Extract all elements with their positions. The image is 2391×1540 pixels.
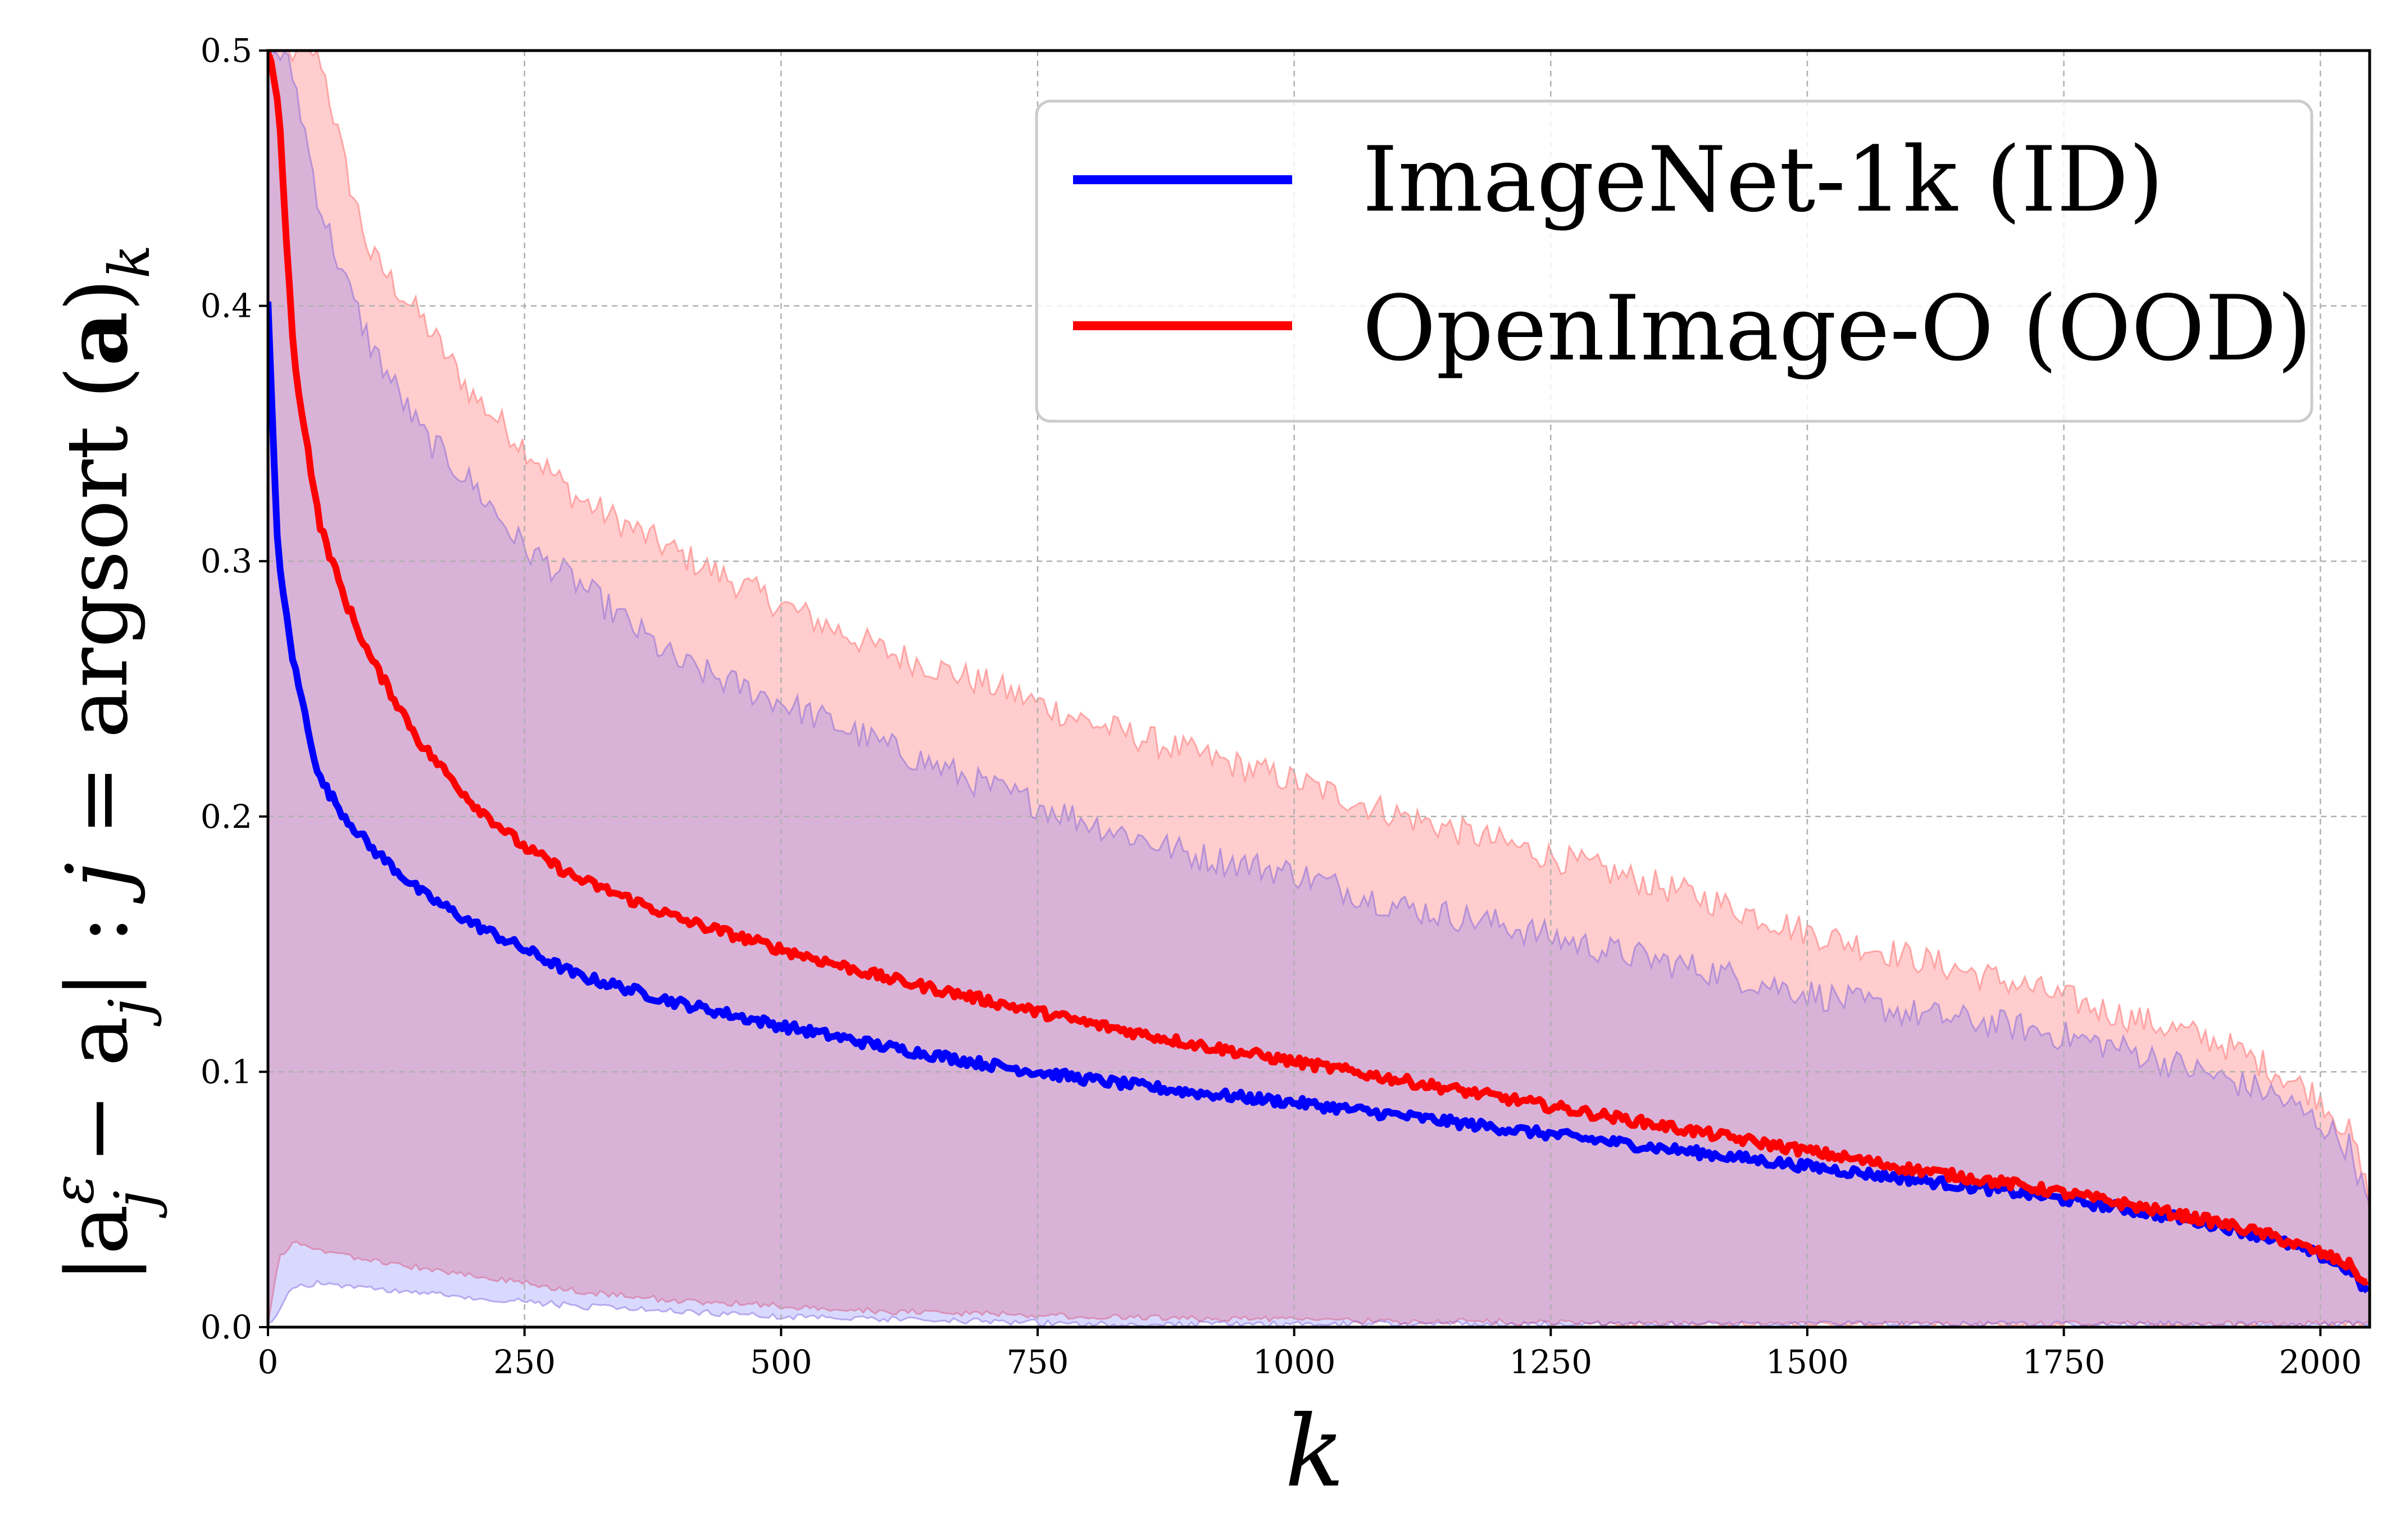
x-tick-label: 0 [258,1343,279,1381]
y-tick-label: 0.1 [201,1053,252,1091]
y-tick-label: 0.5 [201,31,252,70]
y-axis-label: |aεj − aj| : j = argsort (a)k [40,244,168,1283]
legend-label-imagenet: ImageNet-1k (ID) [1362,127,2163,232]
y-tick-label: 0.4 [201,287,252,325]
y-tick-label: 0.0 [201,1308,252,1346]
band-1 [268,51,2370,1327]
x-axis-ticks: 0 250 500 750 1000 1250 1500 1750 2000 [258,1327,2362,1381]
x-tick-label: 1250 [1510,1343,1593,1381]
x-tick-label: 2000 [2279,1343,2362,1381]
ylabel-open: |a [49,1205,147,1283]
band-0 [268,51,2370,1327]
legend-label-openimage: OpenImage-O (OOD) [1362,276,2312,381]
shaded-bands [268,51,2370,1327]
series-line-0 [268,301,2370,1294]
x-tick-label: 1750 [2022,1343,2106,1381]
x-tick-label: 500 [750,1343,812,1381]
y-tick-label: 0.2 [201,798,252,836]
x-axis-label: k [1285,1395,1344,1509]
legend-box [1035,99,2313,423]
ylabel-close: ) [49,279,147,312]
ylabel-bold: a [48,312,147,366]
y-axis-ticks: 0.0 0.1 0.2 0.3 0.4 0.5 [201,31,268,1346]
plot-frame [266,49,2371,1329]
ylabel-sup: ε [40,1174,106,1205]
ylabel-sub3: k [97,244,162,279]
ylabel-mid: | : [49,889,147,999]
x-tick-label: 750 [1007,1343,1069,1381]
x-tick-label: 1000 [1253,1343,1336,1381]
legend: ImageNet-1k (ID) OpenImage-O (OOD) [1035,99,2313,423]
ylabel-eq: = argsort ( [49,366,147,863]
series-line-1 [268,51,2369,1286]
x-tick-label: 1500 [1766,1343,1849,1381]
svg-text:|aεj − aj| : j = argsort (a): |aεj − aj| : j = argsort (a)k [40,244,168,1283]
series-lines [268,51,2370,1294]
x-tick-label: 250 [493,1343,556,1381]
y-tick-label: 0.3 [201,542,252,580]
ylabel-minus: − a [49,1016,147,1190]
